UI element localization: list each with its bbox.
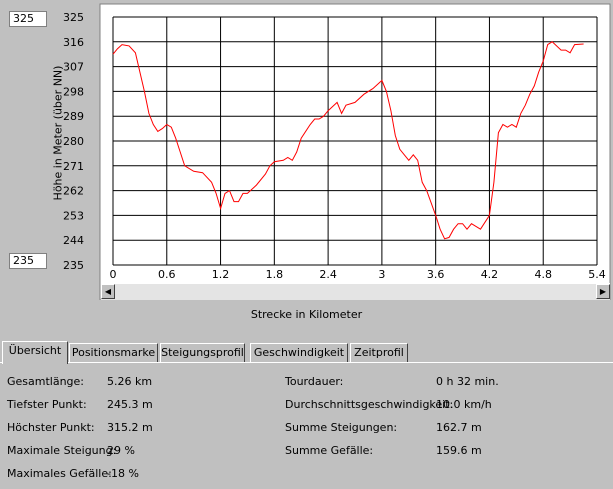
max-steigung-label: Maximale Steigung: bbox=[7, 444, 117, 457]
max-range-field[interactable]: 325 bbox=[9, 11, 47, 27]
tab-steigungsprofil[interactable]: Steigungsprofil bbox=[160, 343, 245, 363]
y-tick-label: 298 bbox=[63, 85, 84, 98]
tab-geschwindigkeit[interactable]: Geschwindigkeit bbox=[250, 343, 348, 363]
x-tick-label: 4.2 bbox=[481, 268, 499, 281]
hoechster-label: Höchster Punkt: bbox=[7, 421, 95, 434]
x-tick-label: 5.4 bbox=[588, 268, 606, 281]
max-gefaelle-value: -18 % bbox=[107, 467, 139, 480]
summe-steigungen-value: 162.7 m bbox=[436, 421, 482, 434]
durchschnitt-value: 10.0 km/h bbox=[436, 398, 492, 411]
elevation-line bbox=[112, 41, 584, 240]
chart-scrollbar[interactable]: ◀ ▶ bbox=[101, 283, 610, 300]
x-tick-label: 4.8 bbox=[534, 268, 552, 281]
max-gefaelle-label: Maximales Gefälle: bbox=[7, 467, 112, 480]
tiefster-label: Tiefster Punkt: bbox=[7, 398, 87, 411]
x-tick-label: 2.4 bbox=[319, 268, 337, 281]
tab-uebersicht[interactable]: Übersicht bbox=[2, 341, 68, 364]
x-tick-label: 0 bbox=[110, 268, 117, 281]
summe-gefaelle-value: 159.6 m bbox=[436, 444, 482, 457]
scroll-left-button[interactable]: ◀ bbox=[101, 284, 115, 299]
y-tick-label: 325 bbox=[63, 11, 84, 24]
arrow-left-icon: ◀ bbox=[104, 287, 112, 296]
x-tick-label: 3.6 bbox=[427, 268, 445, 281]
scroll-right-button[interactable]: ▶ bbox=[596, 284, 610, 299]
tab-positionsmarke[interactable]: Positionsmarke bbox=[69, 343, 158, 363]
x-tick-label: 3 bbox=[378, 268, 385, 281]
max-steigung-value: 29 % bbox=[107, 444, 135, 457]
arrow-right-icon: ▶ bbox=[599, 287, 607, 296]
overview-panel: Gesamtlänge: 5.26 km Tiefster Punkt: 245… bbox=[0, 362, 613, 489]
min-range-field[interactable]: 235 bbox=[9, 253, 47, 269]
durchschnitt-label: Durchschnittsgeschwindigkeit: bbox=[285, 398, 454, 411]
summe-steigungen-label: Summe Steigungen: bbox=[285, 421, 398, 434]
tiefster-value: 245.3 m bbox=[107, 398, 153, 411]
y-tick-label: 271 bbox=[63, 160, 84, 173]
y-tick-label: 307 bbox=[63, 61, 84, 74]
chart-grid bbox=[112, 16, 598, 266]
x-axis-title: Strecke in Kilometer bbox=[250, 308, 363, 321]
y-tick-label: 280 bbox=[63, 135, 84, 148]
y-tick-label: 316 bbox=[63, 36, 84, 49]
y-tick-label: 235 bbox=[63, 259, 84, 272]
x-tick-label: 1.8 bbox=[266, 268, 284, 281]
chart-frame bbox=[99, 3, 611, 300]
y-tick-labels: 325 316 307 298 289 280 271 262 253 244 235 bbox=[63, 11, 84, 272]
gesamtlaenge-value: 5.26 km bbox=[107, 375, 153, 388]
gesamtlaenge-label: Gesamtlänge: bbox=[7, 375, 85, 388]
y-tick-label: 262 bbox=[63, 185, 84, 198]
tab-bar: Übersicht Positionsmarke Steigungsprofil… bbox=[0, 341, 613, 364]
elevation-chart: 325 316 307 298 289 280 271 262 253 244 235 0 0.6 1.… bbox=[63, 3, 611, 300]
y-tick-label: 289 bbox=[63, 110, 84, 123]
summe-gefaelle-label: Summe Gefälle: bbox=[285, 444, 374, 457]
x-tick-labels: 0 0.6 1.2 1.8 2.4 3 3.6 4.2 4.8 5.4 bbox=[110, 268, 606, 281]
x-tick-label: 0.6 bbox=[158, 268, 176, 281]
tab-zeitprofil[interactable]: Zeitprofil bbox=[350, 343, 408, 363]
y-tick-label: 253 bbox=[63, 209, 84, 222]
tourdauer-label: Tourdauer: bbox=[285, 375, 344, 388]
tourdauer-value: 0 h 32 min. bbox=[436, 375, 499, 388]
hoechster-value: 315.2 m bbox=[107, 421, 153, 434]
y-tick-label: 244 bbox=[63, 234, 84, 247]
x-tick-label: 1.2 bbox=[212, 268, 230, 281]
